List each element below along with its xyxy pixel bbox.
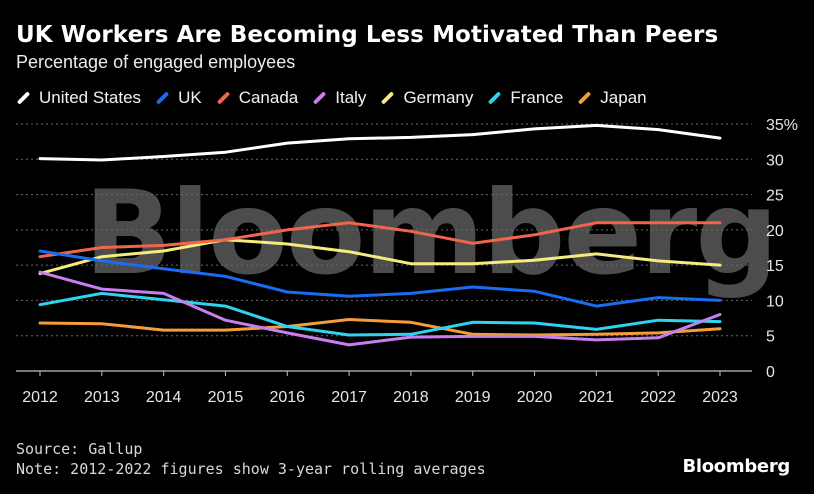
y-tick-label: 5 (766, 329, 775, 346)
x-tick-label: 2013 (84, 389, 120, 406)
legend-item-united-states: United States (16, 88, 141, 108)
legend-label: France (510, 88, 564, 107)
y-tick-label: 30 (766, 152, 784, 169)
x-tick-label: 2014 (146, 389, 182, 406)
legend-label: UK (178, 88, 202, 107)
y-tick-label: 15 (766, 258, 784, 275)
legend-item-uk: UK (155, 88, 202, 108)
gridlines (16, 123, 752, 372)
series-line-uk (38, 249, 722, 308)
legend-label: Italy (335, 88, 367, 107)
y-axis-ticks: 0 5 10 15 20 25 30 35% (766, 117, 798, 381)
x-tick-label: 2018 (393, 389, 429, 406)
y-tick-label: 20 (766, 223, 784, 240)
series-line-germany (38, 238, 722, 276)
x-tick-label: 2023 (702, 389, 738, 406)
x-tick-label: 2017 (331, 389, 367, 406)
chart-title: UK Workers Are Becoming Less Motivated T… (16, 22, 719, 48)
footnote: Note: 2012-2022 figures show 3-year roll… (16, 460, 486, 478)
x-tick-label: 2020 (517, 389, 553, 406)
legend: United States UK Canada Italy Germany France J… (16, 88, 661, 108)
series-line-italy (38, 270, 722, 347)
legend-label: Japan (600, 88, 647, 107)
y-tick-label: 25 (766, 188, 784, 205)
legend-item-canada: Canada (216, 88, 299, 108)
x-tick-label: 2019 (455, 389, 491, 406)
series-line-japan (38, 318, 722, 337)
legend-item-japan: Japan (577, 88, 647, 108)
legend-item-italy: Italy (312, 88, 366, 108)
x-tick-label: 2012 (22, 389, 58, 406)
x-tick-label: 2015 (208, 389, 244, 406)
chart-subtitle: Percentage of engaged employees (16, 52, 296, 72)
x-axis: 2012 2013 2014 2015 2016 2017 2018 2019 2020 2021… (22, 371, 738, 406)
bloomberg-logo: Bloomberg (682, 456, 790, 477)
y-tick-label: 0 (766, 364, 775, 381)
series-line-united-states (38, 123, 722, 162)
y-tick-label: 35% (766, 117, 798, 134)
legend-label: Canada (238, 88, 299, 107)
series-line-canada (38, 221, 722, 259)
x-tick-label: 2022 (640, 389, 676, 406)
series-line-france (38, 291, 722, 337)
x-tick-label: 2021 (579, 389, 615, 406)
source-note: Source: Gallup (16, 440, 143, 458)
legend-label: United States (39, 88, 142, 107)
legend-item-germany: Germany (380, 88, 473, 108)
legend-label: Germany (403, 88, 474, 107)
series-lines (38, 123, 722, 347)
y-tick-label: 10 (766, 293, 784, 310)
legend-item-france: France (487, 88, 563, 108)
x-tick-label: 2016 (269, 389, 305, 406)
